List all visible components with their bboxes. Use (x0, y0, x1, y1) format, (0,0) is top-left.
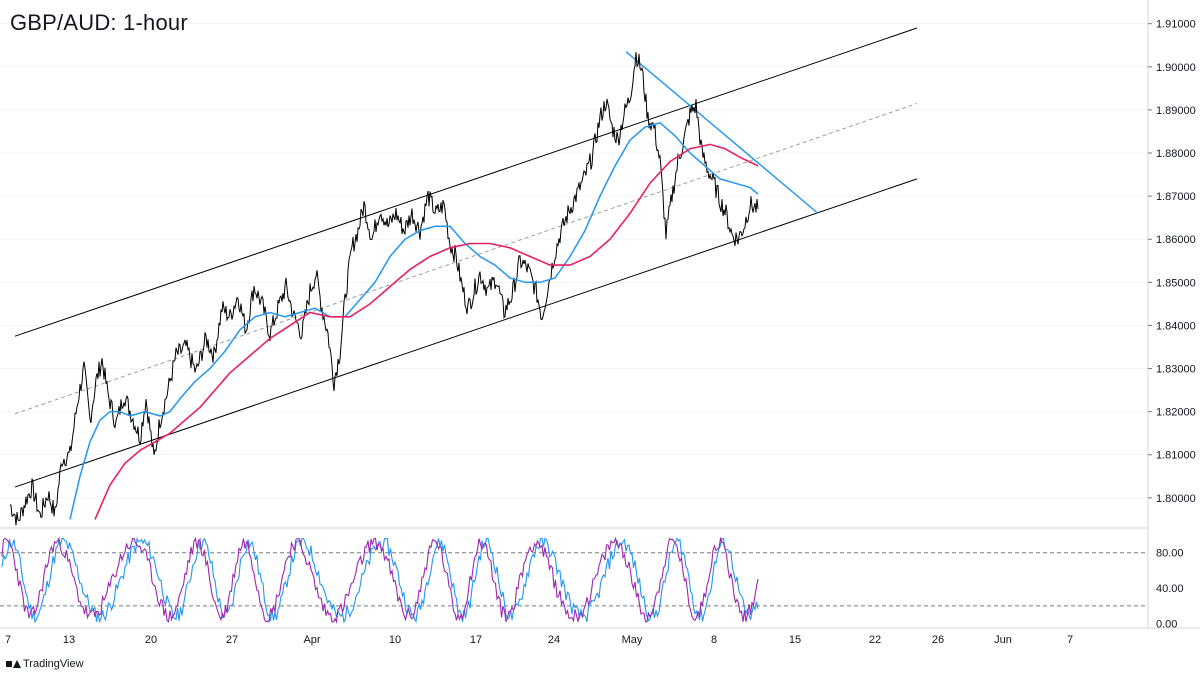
ema-slow-line (94, 143, 759, 520)
price-tick-label: 1.83000 (1156, 364, 1196, 376)
time-tick-label: 22 (869, 634, 881, 646)
time-tick-label: 10 (389, 634, 401, 646)
time-tick-label: 17 (470, 634, 482, 646)
brand-label: TradingView (23, 658, 84, 670)
price-tick-label: 1.90000 (1156, 62, 1196, 74)
price-tick-label: 1.91000 (1156, 19, 1196, 31)
price-grid (0, 23, 1148, 499)
descending-trendline[interactable] (625, 51, 819, 214)
price-tick-label: 1.85000 (1156, 277, 1196, 289)
time-tick-label: 7 (1067, 634, 1073, 646)
channel-upper-line[interactable] (14, 27, 918, 337)
price-tick-label: 1.81000 (1156, 450, 1196, 462)
time-tick-label: 7 (5, 634, 11, 646)
time-axis[interactable]: 7 13 20 27 Apr 10 17 24 May 8 15 22 26 Jun 7 (5, 634, 1073, 646)
time-tick-label: 8 (711, 634, 717, 646)
price-tick-label: 1.88000 (1156, 148, 1196, 160)
time-tick-label: 20 (145, 634, 157, 646)
time-tick-label: 26 (932, 634, 944, 646)
stochastic-axis[interactable]: 80.00 40.00 0.00 (1156, 548, 1184, 631)
stochastic-k-line (1, 537, 759, 624)
price-tick-label: 1.86000 (1156, 234, 1196, 246)
time-tick-label: 24 (548, 634, 560, 646)
ema-fast-line (69, 121, 759, 520)
stochastic-tick-label: 40.00 (1156, 583, 1184, 595)
stochastic-tick-label: 80.00 (1156, 548, 1184, 560)
branding[interactable]: TradingView (6, 658, 84, 670)
time-tick-label: Apr (303, 634, 320, 646)
chart-title: GBP/AUD: 1-hour (10, 10, 188, 35)
time-tick-label: 15 (789, 634, 801, 646)
price-axis[interactable]: 1.80000 1.81000 1.82000 1.83000 1.84000 1.850… (1148, 19, 1196, 505)
time-tick-label: 27 (226, 634, 238, 646)
price-tick-label: 1.89000 (1156, 105, 1196, 117)
price-tick-label: 1.80000 (1156, 493, 1196, 505)
time-tick-label: May (622, 634, 643, 646)
channel-mid-line[interactable] (14, 102, 918, 415)
time-tick-label: Jun (994, 634, 1012, 646)
price-tick-label: 1.84000 (1156, 320, 1196, 332)
tradingview-logo-icon (6, 659, 21, 669)
time-tick-label: 13 (63, 634, 75, 646)
stochastic-tick-label: 0.00 (1156, 619, 1177, 631)
price-series-line (9, 52, 759, 526)
stochastic-d-line (1, 536, 759, 624)
price-tick-label: 1.87000 (1156, 191, 1196, 203)
price-tick-label: 1.82000 (1156, 407, 1196, 419)
